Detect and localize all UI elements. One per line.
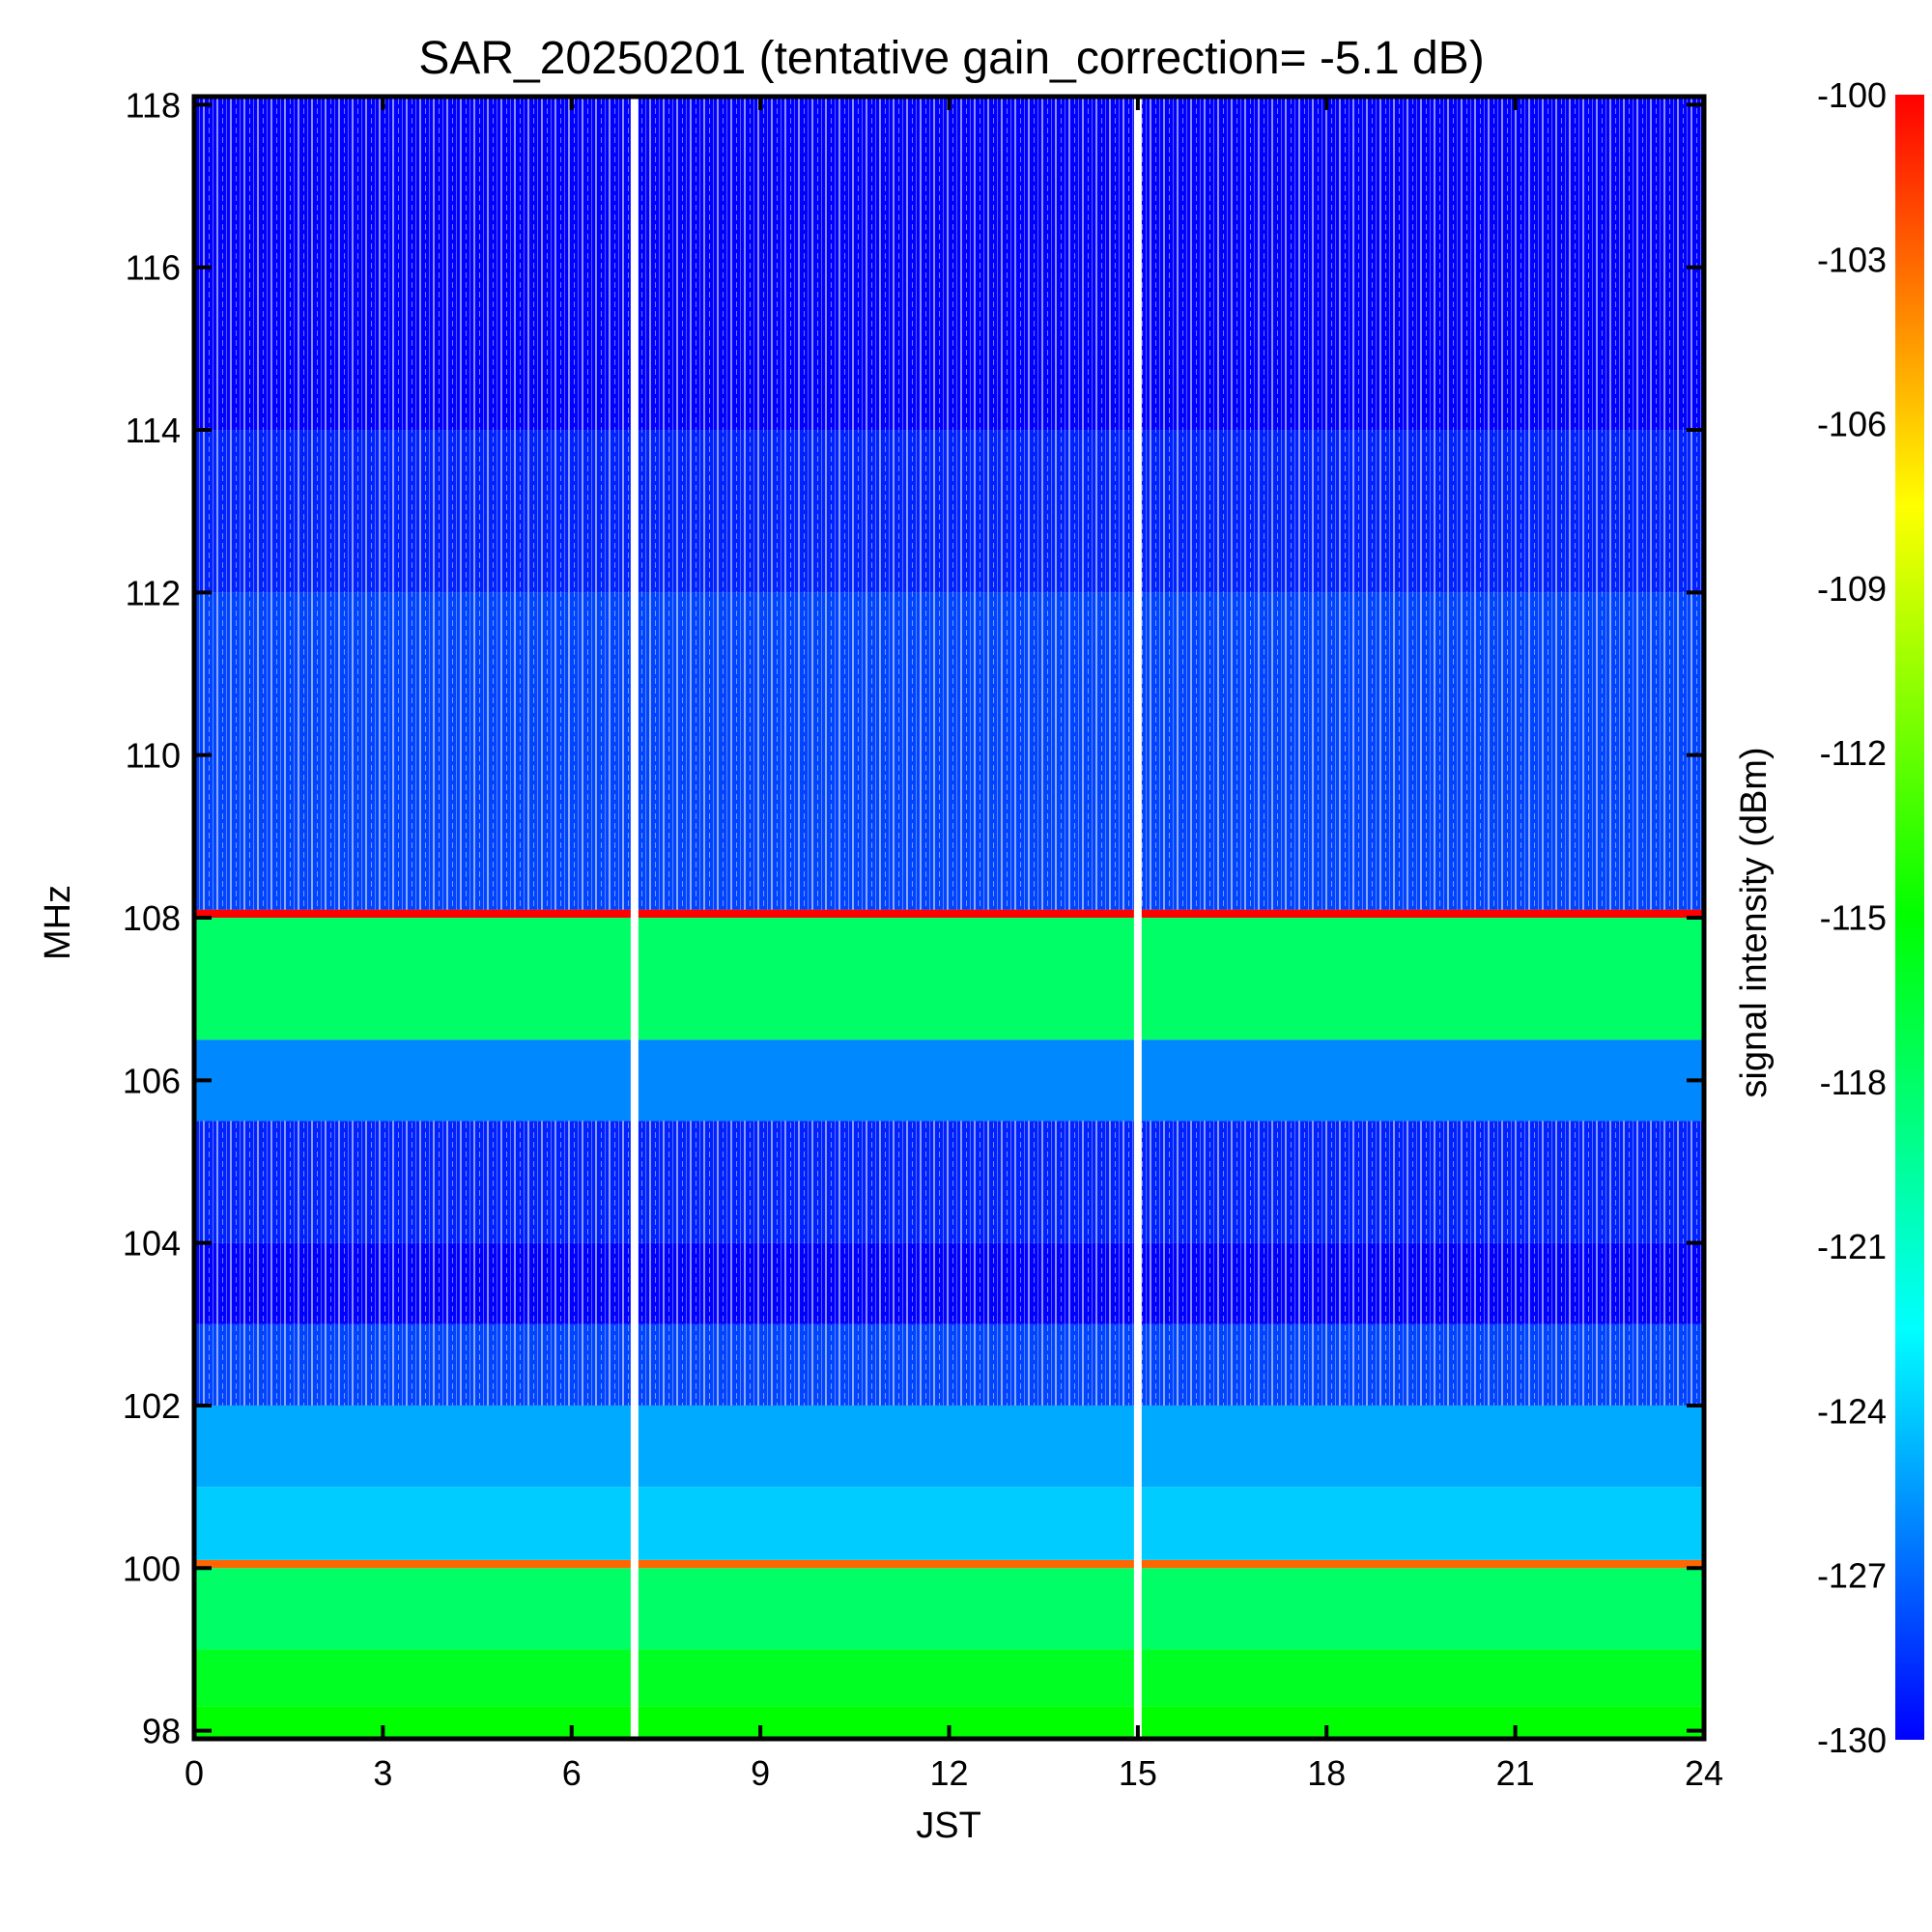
colorbar-tick-label: -106 (1817, 405, 1887, 444)
heatmap-band-texture (194, 430, 1704, 593)
heatmap-band (194, 1649, 1704, 1707)
colorbar-tick-label: -115 (1820, 898, 1887, 938)
heatmap-band (194, 909, 1704, 918)
colorbar-tick-label: -100 (1817, 75, 1887, 115)
heatmap-band (194, 1039, 1704, 1122)
heatmap-band-texture (194, 592, 1704, 910)
data-gap-layer (630, 97, 1142, 1739)
x-tick-label: 18 (1307, 1753, 1346, 1793)
heatmap-band (194, 1559, 1704, 1569)
x-tick-label: 21 (1496, 1753, 1535, 1793)
y-axis: 98 100 102 104 106 108 110 112 114 116 118 (123, 85, 1704, 1751)
y-tick-label: 108 (123, 898, 181, 938)
colorbar-ticks: -100 -103 -106 -109 -112 -115 -118 -121 -124 -127… (1817, 75, 1887, 1760)
y-axis-label: MHz (38, 885, 78, 960)
x-tick-label: 24 (1685, 1753, 1723, 1793)
y-tick-label: 112 (126, 573, 181, 612)
x-tick-label: 3 (373, 1753, 392, 1793)
y-tick-label: 100 (123, 1548, 181, 1588)
y-tick-label: 114 (126, 411, 181, 450)
x-tick-label: 0 (185, 1753, 204, 1793)
colorbar-tick-label: -103 (1817, 240, 1887, 279)
y-tick-label: 102 (123, 1386, 181, 1426)
heatmap-band-texture (194, 1121, 1704, 1243)
colorbar-tick-label: -112 (1820, 733, 1887, 773)
chart-title: SAR_20250201 (tentative gain_correction=… (418, 33, 1484, 84)
colorbar-tick-label: -118 (1820, 1063, 1887, 1102)
colorbar (1895, 95, 1924, 1740)
x-axis-label: JST (916, 1805, 981, 1846)
x-tick-label: 9 (751, 1753, 770, 1793)
x-axis: 0 3 6 9 12 15 18 21 24 (185, 97, 1723, 1793)
data-gap (1133, 97, 1142, 1739)
plot-area (194, 97, 1704, 1739)
heatmap-band (194, 1568, 1704, 1650)
heatmap-band-texture (194, 1242, 1704, 1324)
colorbar-tick-label: -109 (1817, 569, 1887, 609)
colorbar-label: signal intensity (dBm) (1734, 747, 1775, 1097)
y-tick-label: 106 (123, 1061, 181, 1100)
y-tick-label: 104 (123, 1224, 181, 1264)
heatmap-band (194, 918, 1704, 1040)
heatmap-band-texture (194, 97, 1704, 431)
colorbar-tick-label: -124 (1817, 1391, 1887, 1431)
x-tick-label: 6 (562, 1753, 582, 1793)
heatmap-band (194, 1487, 1704, 1560)
heatmap-band-texture (194, 1323, 1704, 1406)
y-tick-label: 116 (126, 248, 181, 288)
data-gap (630, 97, 639, 1739)
colorbar-tick-label: -130 (1817, 1720, 1887, 1760)
x-tick-label: 15 (1119, 1753, 1157, 1793)
colorbar-tick-label: -127 (1817, 1556, 1887, 1596)
x-tick-label: 12 (929, 1753, 968, 1793)
y-tick-label: 118 (126, 85, 181, 125)
y-tick-label: 110 (126, 736, 181, 776)
colorbar-tick-label: -121 (1817, 1227, 1887, 1266)
heatmap-band (194, 1405, 1704, 1488)
y-tick-label: 98 (142, 1712, 181, 1751)
